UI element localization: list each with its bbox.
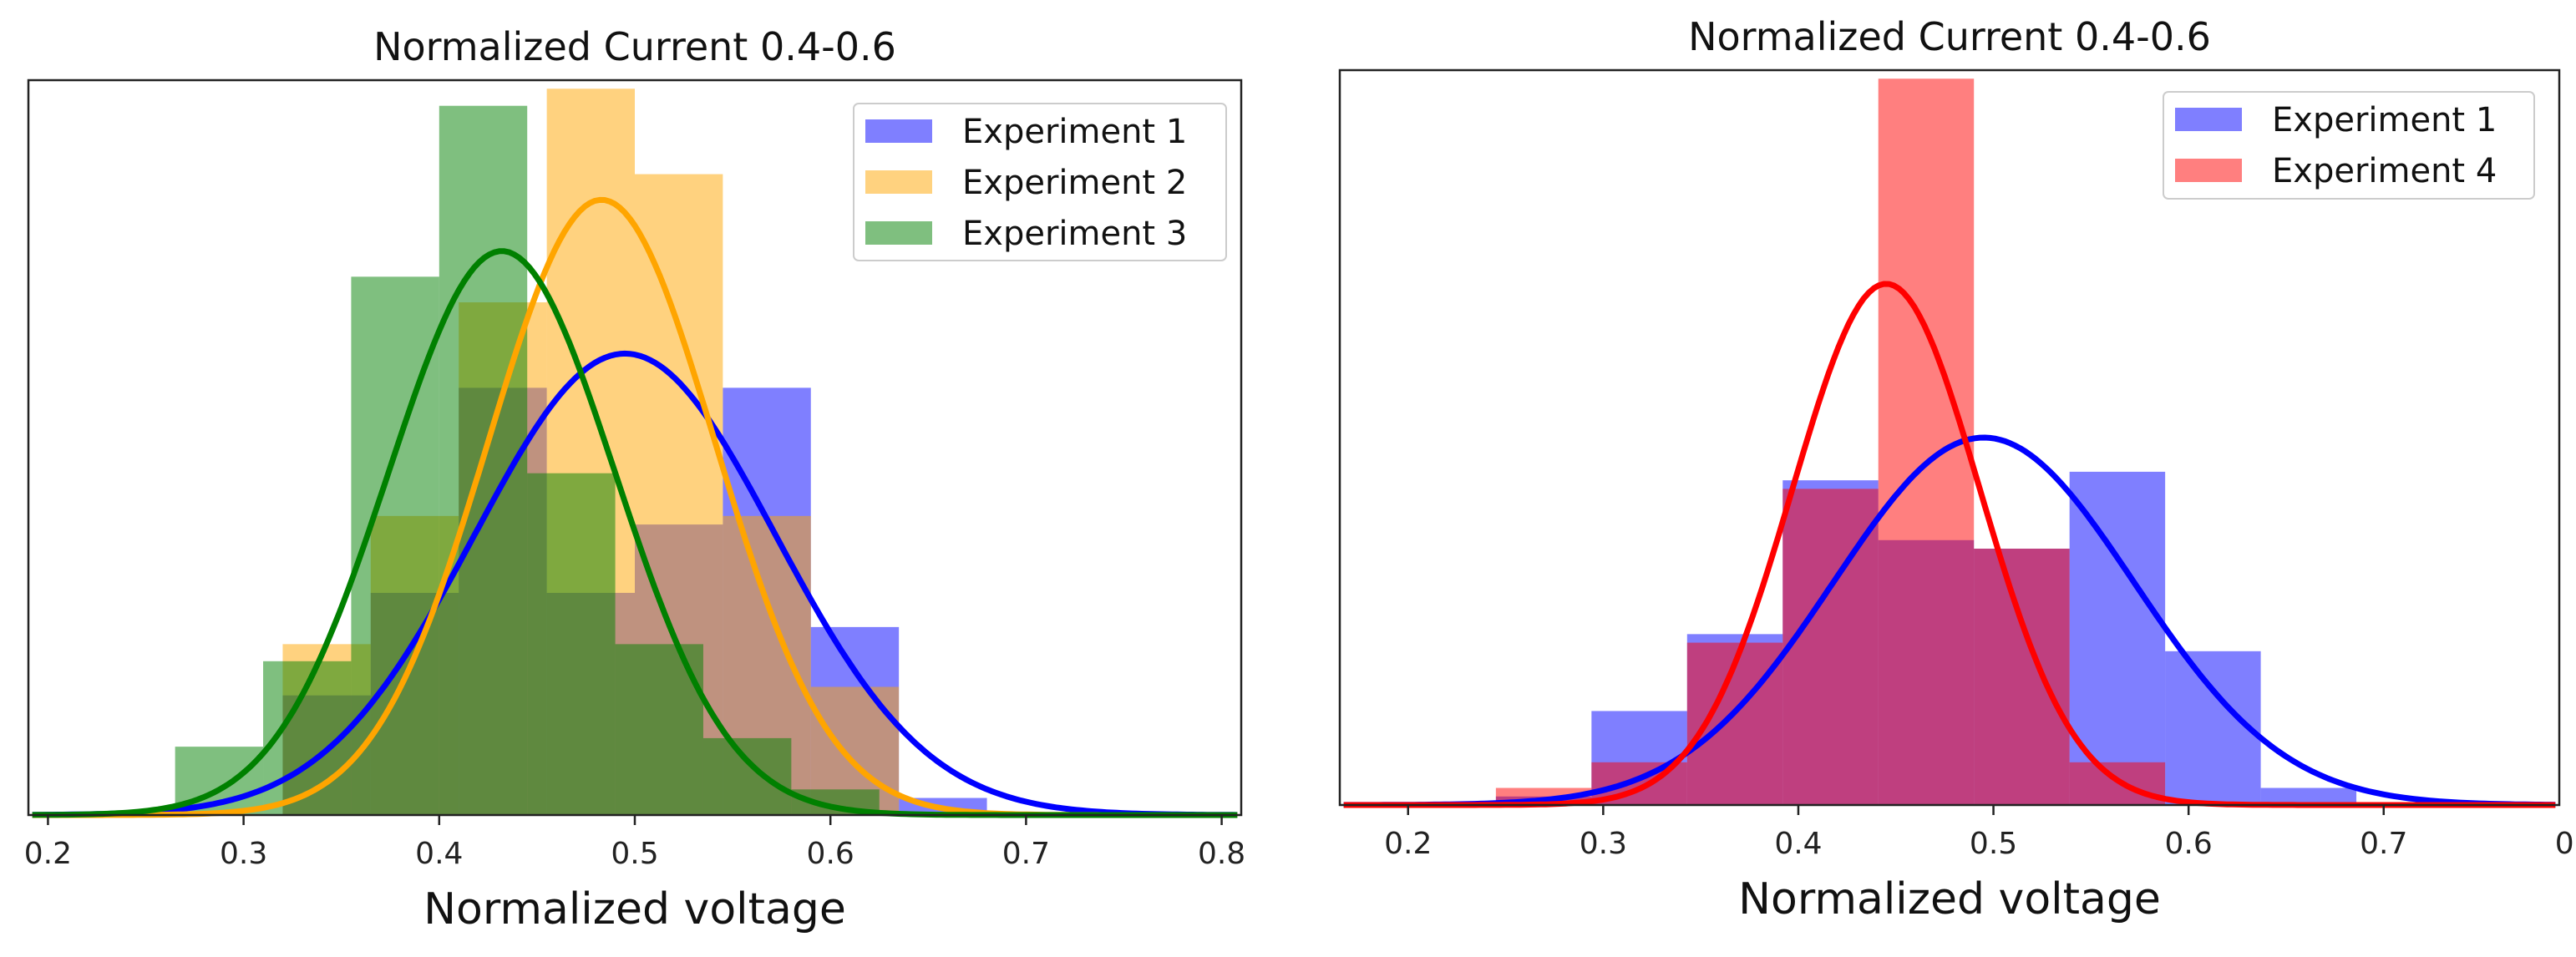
histogram-bar bbox=[2260, 787, 2357, 805]
density-curve-1 bbox=[32, 350, 1238, 818]
x-tick-label: 0.3 bbox=[220, 837, 267, 871]
legend-swatch bbox=[865, 221, 932, 245]
x-tick-label: 0.2 bbox=[24, 837, 72, 871]
legend: Experiment 1 Experiment 4 bbox=[2163, 91, 2535, 200]
x-tick-label: 0.5 bbox=[611, 837, 658, 871]
x-tick-label: 0.4 bbox=[1774, 827, 1822, 861]
legend-swatch bbox=[865, 119, 932, 143]
x-tick-label: 0.8 bbox=[1198, 837, 1245, 871]
histogram-bar bbox=[1974, 549, 2070, 805]
x-tick-label: 0.8 bbox=[2555, 827, 2576, 861]
histogram-bar bbox=[527, 473, 616, 815]
legend-label: Experiment 2 bbox=[962, 164, 1187, 202]
legend-box bbox=[853, 103, 1227, 261]
x-tick-label: 0.7 bbox=[1002, 837, 1050, 871]
chart-2: 0.2 0.3 0.4 0.5 0.6 0.7 0.8 Normalized Current … bbox=[1338, 14, 2576, 924]
axes-frame bbox=[1338, 68, 2561, 807]
x-tick-label: 0.7 bbox=[2360, 827, 2407, 861]
legend-swatch bbox=[2175, 159, 2242, 182]
legend-label: Experiment 3 bbox=[962, 215, 1187, 253]
chart-title: Normalized Current 0.4-0.6 bbox=[373, 24, 896, 69]
legend-label: Experiment 4 bbox=[2272, 152, 2497, 190]
histogram-bar bbox=[2069, 471, 2166, 805]
x-tick-label: 0.5 bbox=[1970, 827, 2017, 861]
x-axis-label: Normalized voltage bbox=[1738, 874, 2161, 924]
x-tick-label: 0.6 bbox=[2165, 827, 2213, 861]
histogram-bar bbox=[702, 737, 792, 815]
legend-swatch bbox=[2175, 108, 2242, 131]
chart-1: 0.2 0.3 0.4 0.5 0.6 0.7 0.8 Normalized Current … bbox=[24, 24, 1245, 934]
legend-label: Experiment 1 bbox=[2272, 101, 2497, 139]
legend: Experiment 1 Experiment 2 Experiment 3 bbox=[853, 103, 1227, 261]
legend-label: Experiment 1 bbox=[962, 113, 1187, 151]
x-axis-label: Normalized voltage bbox=[423, 884, 846, 934]
x-tick-label: 0.4 bbox=[415, 837, 463, 871]
density-curve-1 bbox=[1343, 434, 2556, 808]
histogram-bar bbox=[2165, 651, 2261, 805]
x-tick-label: 0.3 bbox=[1580, 827, 1627, 861]
legend-box bbox=[2163, 91, 2535, 200]
legend-swatch bbox=[865, 170, 932, 194]
chart-title: Normalized Current 0.4-0.6 bbox=[1688, 14, 2211, 59]
x-tick-label: 0.6 bbox=[807, 837, 854, 871]
x-tick-label: 0.2 bbox=[1384, 827, 1432, 861]
